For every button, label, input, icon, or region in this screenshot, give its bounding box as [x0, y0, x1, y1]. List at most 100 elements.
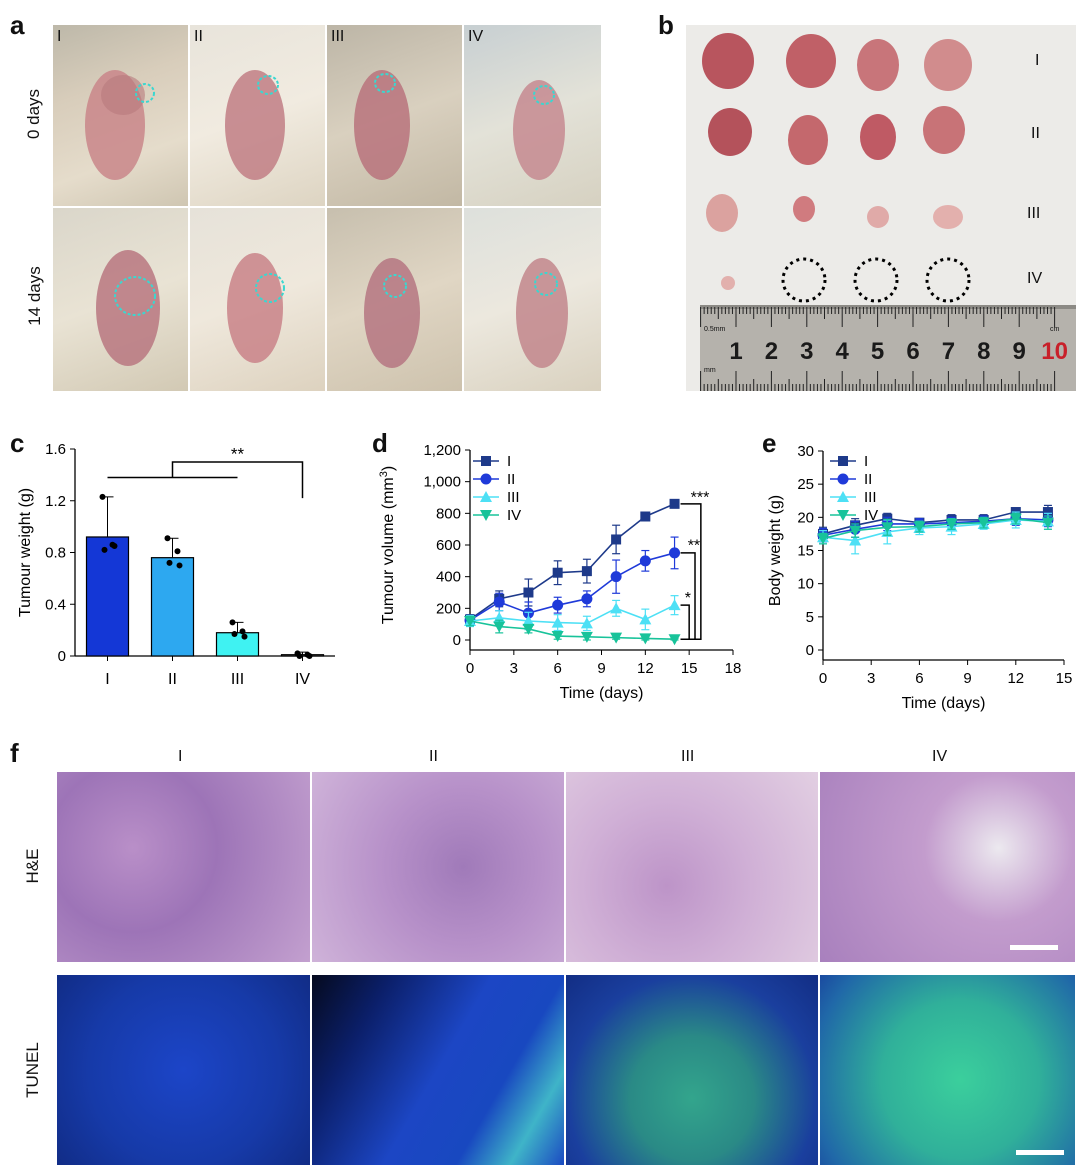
x-tick-label: 15 — [1056, 670, 1073, 687]
data-point-II — [174, 548, 181, 555]
x-tick-label: 12 — [1007, 670, 1024, 687]
x-tick-label: I — [105, 671, 109, 688]
ruler-number: 9 — [1013, 338, 1026, 365]
y-tick-label: 0.8 — [45, 545, 66, 562]
ruler-unit-label-cm: cm — [1050, 326, 1060, 333]
ruler-number: 10 — [1041, 338, 1068, 365]
data-point-I — [111, 543, 118, 550]
y-tick-label: 25 — [797, 476, 814, 493]
tunel-micrograph-III — [566, 975, 818, 1165]
he-micrograph-IV — [820, 772, 1075, 962]
data-point-IV — [522, 623, 535, 635]
x-tick-label: 0 — [819, 670, 827, 687]
panel-a-row-day0: 0 days — [24, 88, 43, 140]
x-tick-label: 6 — [915, 670, 923, 687]
x-tick-label: 9 — [597, 660, 605, 677]
ruler-unit-label-mm: mm — [704, 367, 716, 374]
x-tick-label: 18 — [725, 660, 742, 677]
mouse-photo-I-day14 — [53, 208, 188, 391]
x-tick-label: II — [168, 671, 177, 688]
he-micrograph-I — [57, 772, 310, 962]
he-micrograph-III — [566, 772, 818, 962]
series-line-III — [822, 519, 1048, 542]
data-point-IV — [551, 631, 564, 643]
data-point-IV — [1041, 517, 1054, 529]
legend-marker-II — [837, 473, 849, 485]
ruler-number: 8 — [977, 338, 990, 365]
x-tick-label: 15 — [681, 660, 698, 677]
panel-a-group-I: I — [57, 28, 62, 45]
chart-e-body-weight: 0 5 10 15 20 25 30 0 3 6 9 12 15 Time (days) Body weig… — [767, 443, 1073, 712]
x-tick-label: 3 — [510, 660, 518, 677]
panel-f-group-III: III — [681, 748, 695, 765]
ruler-number: 5 — [871, 338, 884, 365]
ruler-number: 3 — [800, 338, 813, 365]
x-tick-label: III — [231, 671, 244, 688]
series-line-I — [822, 511, 1048, 535]
legend-label-I: I — [864, 453, 868, 470]
data-point-I — [669, 498, 680, 509]
series-line-IV — [469, 620, 675, 641]
mouse-photo-I-day0 — [53, 25, 188, 206]
y-tick-label: 400 — [436, 569, 461, 586]
y-tick-label: 10 — [797, 576, 814, 593]
legend-marker-IV — [480, 510, 492, 521]
significance-bracket — [171, 461, 304, 499]
data-point-II — [176, 562, 183, 569]
ruler-number: 6 — [906, 338, 919, 365]
data-point-I — [99, 493, 106, 500]
panel-letter-c: c — [10, 428, 25, 458]
panel-f-group-IV: IV — [932, 748, 948, 765]
data-point-III — [639, 613, 652, 625]
ruler-unit-label: 0.5mm — [704, 326, 726, 333]
mouse-photo-III-day0 — [327, 25, 462, 206]
panel-letter-f: f — [10, 738, 19, 768]
legend-label-II: II — [507, 471, 515, 488]
data-point-III — [241, 633, 248, 640]
legend-marker-I — [481, 456, 491, 466]
panel-a-group-IV: IV — [468, 28, 484, 45]
y-tick-label: 0.4 — [45, 596, 66, 613]
mouse-photo-III-day14 — [327, 208, 462, 391]
bar-II — [150, 557, 195, 657]
data-point-IV — [296, 653, 303, 659]
data-point-III — [610, 602, 623, 614]
y-axis-label: Body weight (g) — [767, 495, 784, 606]
data-point-IV — [610, 632, 623, 644]
ruler-number: 7 — [942, 338, 955, 365]
panel-letter-a: a — [10, 10, 25, 40]
data-point-I — [581, 566, 592, 577]
ruler-number: 2 — [765, 338, 778, 365]
data-point-III — [231, 631, 238, 638]
panel-letter-b: b — [658, 10, 674, 40]
data-point-IV — [1009, 513, 1022, 525]
data-point-II — [610, 571, 622, 583]
data-point-III — [551, 616, 564, 628]
ruler-ticks: 1 2 3 4 5 6 7 8 9 10 — [700, 307, 1076, 391]
tunel-micrograph-II — [312, 975, 564, 1165]
data-point-IV — [817, 533, 829, 545]
mouse-photo-IV-day0 — [464, 25, 601, 206]
y-tick-label: 20 — [797, 509, 814, 526]
panel-b-group-IV: IV — [1027, 270, 1043, 287]
data-point-I — [640, 511, 651, 522]
y-tick-label: 0 — [806, 642, 814, 659]
data-point-III — [668, 599, 681, 611]
panel-f-row-he: H&E — [23, 848, 42, 884]
mouse-photo-II-day0 — [190, 25, 325, 206]
series-line-III — [469, 604, 675, 625]
x-axis-label: Time (days) — [902, 695, 986, 712]
data-point-IV — [881, 522, 894, 534]
panel-letter-d: d — [372, 428, 388, 458]
panel-f-group-II: II — [429, 748, 438, 765]
panel-f-group-I: I — [178, 748, 183, 765]
x-tick-label: 9 — [963, 670, 971, 687]
panel-b-group-I: I — [1035, 52, 1040, 69]
tunel-micrograph-IV — [820, 975, 1075, 1165]
ruler-number: 1 — [729, 338, 742, 365]
data-point-IV — [913, 521, 926, 533]
data-point-IV — [580, 631, 593, 643]
bar-IV — [280, 654, 325, 657]
y-tick-label: 600 — [436, 537, 461, 554]
